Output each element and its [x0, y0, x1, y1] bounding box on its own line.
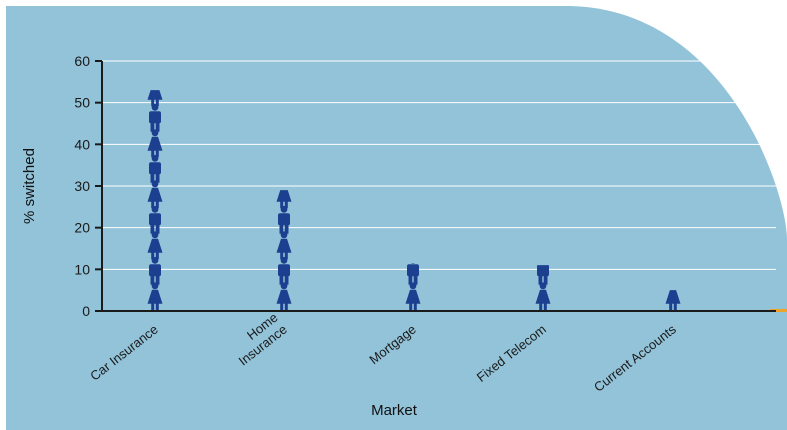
- x-axis-title: Market: [371, 402, 418, 419]
- y-tick-label: 60: [74, 53, 90, 69]
- y-tick-label: 0: [82, 303, 90, 319]
- y-tick-label: 20: [74, 220, 90, 236]
- accent-line: [770, 309, 787, 312]
- y-tick-label: 50: [74, 95, 90, 111]
- y-tick-label: 10: [74, 261, 90, 277]
- y-tick-label: 40: [74, 136, 90, 152]
- y-tick-label: 30: [74, 178, 90, 194]
- chart-background-panel: [6, 6, 787, 430]
- y-axis-title: % switched: [21, 148, 38, 224]
